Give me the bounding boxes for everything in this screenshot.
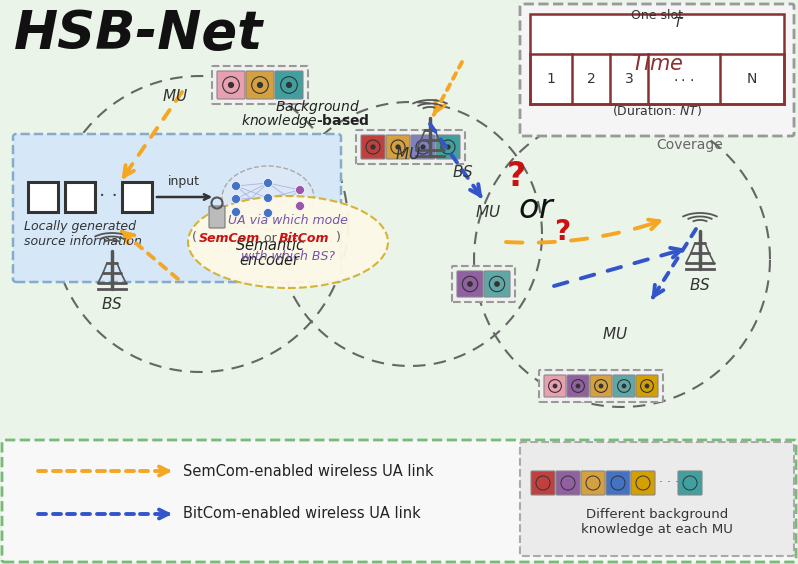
Circle shape [231,195,240,204]
Circle shape [286,82,292,88]
Text: $Background$: $Background$ [275,98,361,116]
Circle shape [445,144,451,149]
Text: $BS$: $BS$ [689,277,711,293]
Text: 2: 2 [587,72,595,86]
Ellipse shape [188,196,388,288]
Text: (Duration: $NT$): (Duration: $NT$) [612,103,702,118]
FancyBboxPatch shape [386,135,410,159]
Text: or: or [260,231,281,245]
Circle shape [370,144,376,149]
Circle shape [421,144,425,149]
Circle shape [228,82,234,88]
Circle shape [263,193,272,202]
FancyBboxPatch shape [484,271,510,297]
FancyBboxPatch shape [361,135,385,159]
Text: $BS$: $BS$ [452,164,474,180]
Text: 3: 3 [625,72,634,86]
FancyBboxPatch shape [520,442,794,556]
Text: · ·: · · [99,187,117,206]
FancyBboxPatch shape [217,71,245,99]
FancyBboxPatch shape [246,71,274,99]
Circle shape [395,144,401,149]
FancyBboxPatch shape [581,471,605,495]
Text: with which BS?: with which BS? [241,249,335,262]
Text: 1: 1 [547,72,555,86]
Text: $T$: $T$ [674,16,685,30]
Text: ): ) [336,231,341,245]
Text: ?: ? [507,160,526,192]
Text: $encoder$: $encoder$ [239,252,301,268]
FancyBboxPatch shape [356,130,465,164]
FancyBboxPatch shape [520,4,794,136]
Text: Locally generated
source information: Locally generated source information [24,220,142,248]
FancyBboxPatch shape [452,266,515,302]
Text: Different background
knowledge at each MU: Different background knowledge at each M… [581,508,733,536]
FancyBboxPatch shape [212,66,308,104]
Text: $\mathit{Time}$: $\mathit{Time}$ [630,54,683,74]
FancyBboxPatch shape [209,206,225,228]
Circle shape [467,281,473,287]
Circle shape [263,178,272,187]
Text: BitCom-enabled wireless UA link: BitCom-enabled wireless UA link [183,506,421,522]
Circle shape [645,384,650,389]
Text: $\cdot\cdot\cdot$: $\cdot\cdot\cdot$ [673,72,695,86]
Text: N: N [747,72,757,86]
Circle shape [263,209,272,218]
Text: $MU$: $MU$ [475,204,501,220]
FancyBboxPatch shape [556,471,580,495]
FancyBboxPatch shape [411,135,435,159]
Circle shape [295,186,305,195]
FancyBboxPatch shape [539,370,663,402]
Text: One slot: One slot [631,9,683,22]
Text: $MU$: $MU$ [395,146,421,162]
FancyBboxPatch shape [678,471,702,495]
FancyBboxPatch shape [544,375,566,397]
FancyBboxPatch shape [590,375,612,397]
Text: SemCom-enabled wireless UA link: SemCom-enabled wireless UA link [183,464,433,478]
FancyBboxPatch shape [13,134,341,282]
Circle shape [231,208,240,217]
Circle shape [231,182,240,191]
Text: UA via which mode: UA via which mode [228,214,348,227]
Text: SemCom: SemCom [199,231,260,245]
Text: Coverage: Coverage [657,138,723,152]
FancyBboxPatch shape [275,71,303,99]
Text: $or$: $or$ [518,192,556,224]
Text: $MU$: $MU$ [162,88,188,104]
Bar [28,182,58,212]
Bar [122,182,152,212]
FancyBboxPatch shape [606,471,630,495]
FancyBboxPatch shape [2,440,796,562]
Text: (: ( [192,231,197,245]
Bar [65,182,95,212]
FancyBboxPatch shape [531,471,555,495]
FancyBboxPatch shape [631,471,655,495]
Text: input: input [168,175,200,188]
FancyBboxPatch shape [567,375,589,397]
Text: · · ·: · · · [659,477,679,490]
FancyBboxPatch shape [636,375,658,397]
Circle shape [575,384,580,389]
Ellipse shape [222,166,314,230]
Text: $Semantic$: $Semantic$ [235,237,305,253]
Circle shape [257,82,263,88]
Text: HSB-Net: HSB-Net [14,8,263,60]
FancyBboxPatch shape [613,375,635,397]
Circle shape [295,201,305,210]
Text: ?: ? [554,218,570,246]
Text: $MU$: $MU$ [602,326,628,342]
Circle shape [598,384,603,389]
FancyBboxPatch shape [436,135,460,159]
Text: $BS$: $BS$ [101,296,123,312]
FancyBboxPatch shape [530,14,784,104]
FancyBboxPatch shape [457,271,483,297]
Circle shape [622,384,626,389]
Text: $knowledge$-based: $knowledge$-based [241,112,369,130]
Circle shape [552,384,557,389]
Text: BitCom: BitCom [279,231,330,245]
Circle shape [494,281,500,287]
